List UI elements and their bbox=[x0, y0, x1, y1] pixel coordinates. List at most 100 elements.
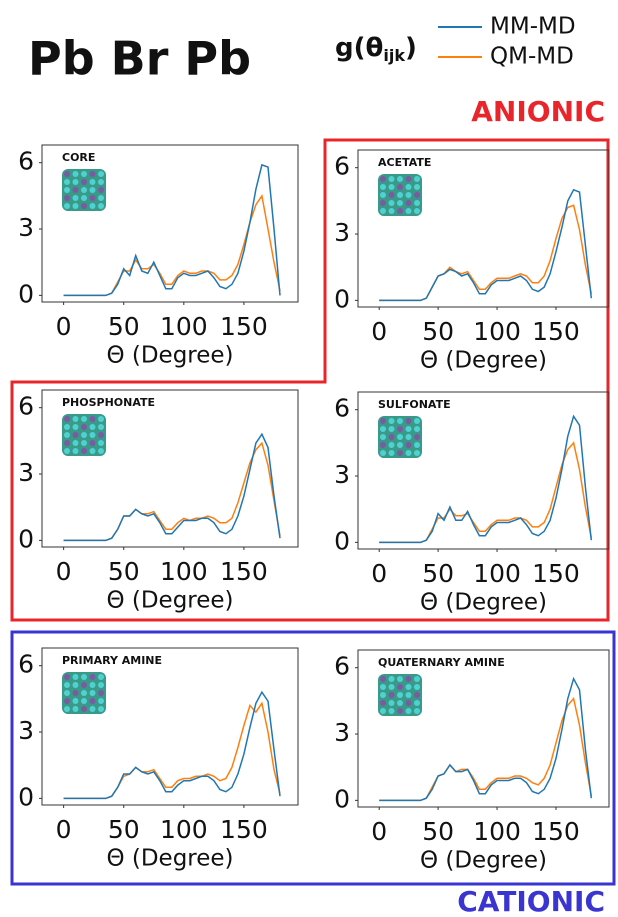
particle-atom bbox=[389, 684, 395, 690]
particle-atom bbox=[81, 690, 87, 696]
particle-atom bbox=[380, 200, 386, 206]
particle-atom bbox=[73, 187, 79, 193]
particle-atom bbox=[380, 442, 386, 448]
particle-atom bbox=[64, 171, 70, 177]
panel-title: SULFONATE bbox=[378, 398, 451, 411]
particle-atom bbox=[81, 424, 87, 430]
x-tick-label: 50 bbox=[422, 559, 454, 588]
particle-atom bbox=[64, 432, 70, 438]
y-tick-label: 6 bbox=[18, 147, 34, 176]
particle-atom bbox=[81, 203, 87, 209]
particle-atom bbox=[98, 448, 104, 454]
particle-atom bbox=[380, 426, 386, 432]
particle-atom bbox=[64, 440, 70, 446]
y-tick-label: 0 bbox=[18, 524, 34, 553]
particle-atom bbox=[406, 700, 412, 706]
particle-atom bbox=[406, 426, 412, 432]
y-tick-label: 6 bbox=[18, 392, 34, 421]
particle-atom bbox=[389, 418, 395, 424]
series-line bbox=[64, 703, 280, 798]
particle-atom bbox=[64, 448, 70, 454]
particle-atom bbox=[414, 450, 420, 456]
x-tick-label: 150 bbox=[220, 815, 268, 844]
y-tick-label: 3 bbox=[334, 460, 350, 489]
particle-atom bbox=[406, 418, 412, 424]
particle-atom bbox=[64, 187, 70, 193]
legend-label: QM-MD bbox=[490, 44, 574, 70]
particle-atom bbox=[90, 682, 96, 688]
legend-title: g(θijk) bbox=[335, 33, 417, 65]
y-tick-label: 6 bbox=[334, 652, 350, 681]
particle-atom bbox=[98, 187, 104, 193]
particle-atom bbox=[380, 418, 386, 424]
particle-atom bbox=[397, 676, 403, 682]
particle-atom bbox=[90, 432, 96, 438]
particle-atom bbox=[73, 171, 79, 177]
plot-frame bbox=[358, 650, 609, 807]
particle-atom bbox=[81, 674, 87, 680]
panel-title: ACETATE bbox=[378, 156, 431, 169]
particle-atom bbox=[98, 690, 104, 696]
plot-frame bbox=[42, 390, 298, 547]
particle-atom bbox=[397, 426, 403, 432]
panel-title: CORE bbox=[62, 151, 95, 164]
x-axis-label: Θ (Degree) bbox=[106, 588, 233, 614]
particle-atom bbox=[380, 208, 386, 214]
particle-atom bbox=[414, 208, 420, 214]
particle-atom bbox=[397, 450, 403, 456]
x-tick-label: 100 bbox=[473, 317, 521, 346]
particle-atom bbox=[406, 676, 412, 682]
particle-atom bbox=[397, 708, 403, 714]
particle-atom bbox=[406, 208, 412, 214]
y-tick-label: 3 bbox=[334, 718, 350, 747]
x-axis-label: Θ (Degree) bbox=[106, 846, 233, 872]
particle-atom bbox=[98, 416, 104, 422]
particle-atom bbox=[98, 674, 104, 680]
particle-atom bbox=[406, 708, 412, 714]
particle-atom bbox=[389, 426, 395, 432]
particle-atom bbox=[64, 674, 70, 680]
y-tick-label: 6 bbox=[18, 650, 34, 679]
x-tick-label: 100 bbox=[160, 312, 208, 341]
panel-title: PHOSPHONATE bbox=[62, 396, 155, 409]
particle-atom bbox=[389, 176, 395, 182]
x-tick-label: 150 bbox=[532, 317, 580, 346]
particle-atom bbox=[389, 692, 395, 698]
cationic-label: CATIONIC bbox=[457, 885, 605, 917]
anionic-frame bbox=[12, 140, 608, 620]
panel-title: PRIMARY AMINE bbox=[62, 654, 162, 667]
particle-atom bbox=[397, 684, 403, 690]
particle-atom bbox=[397, 184, 403, 190]
particle-atom bbox=[81, 187, 87, 193]
x-tick-label: 150 bbox=[220, 557, 268, 586]
x-tick-label: 150 bbox=[532, 559, 580, 588]
particle-atom bbox=[389, 676, 395, 682]
x-tick-label: 50 bbox=[108, 557, 140, 586]
x-tick-label: 50 bbox=[108, 312, 140, 341]
particle-atom bbox=[73, 179, 79, 185]
anionic-label: ANIONIC bbox=[471, 95, 605, 128]
panel: PRIMARY AMINE036050100150Θ (Degree) bbox=[18, 648, 298, 872]
particle-atom bbox=[90, 698, 96, 704]
particle-atom bbox=[414, 434, 420, 440]
figure-title: Pb Br Pb bbox=[28, 32, 251, 86]
particle-atom bbox=[389, 192, 395, 198]
x-tick-label: 150 bbox=[220, 312, 268, 341]
particle-atom bbox=[64, 698, 70, 704]
particle-atom bbox=[98, 424, 104, 430]
particle-atom bbox=[73, 690, 79, 696]
particle-atom bbox=[414, 426, 420, 432]
x-tick-label: 0 bbox=[371, 817, 387, 846]
y-tick-label: 0 bbox=[334, 784, 350, 813]
particle-atom bbox=[73, 203, 79, 209]
x-tick-label: 100 bbox=[473, 817, 521, 846]
particle-atom bbox=[64, 416, 70, 422]
particle-atom bbox=[406, 176, 412, 182]
x-tick-label: 0 bbox=[56, 557, 72, 586]
y-tick-label: 0 bbox=[18, 782, 34, 811]
particle-atom bbox=[73, 195, 79, 201]
legend-title-subscript: ijk bbox=[383, 46, 405, 65]
particle-atom bbox=[380, 434, 386, 440]
particle-atom bbox=[73, 448, 79, 454]
x-tick-label: 0 bbox=[56, 312, 72, 341]
